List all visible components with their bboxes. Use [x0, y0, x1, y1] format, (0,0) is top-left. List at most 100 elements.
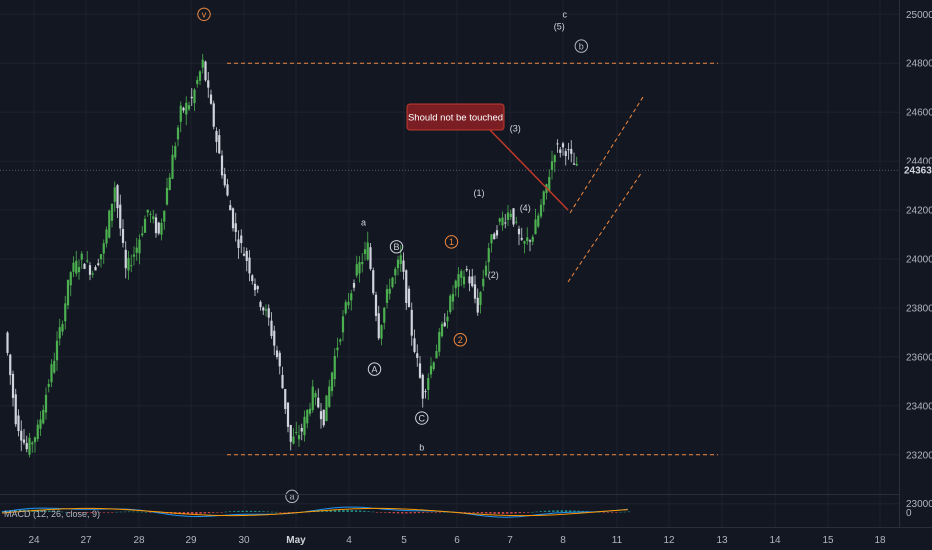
time-tick-label: 29 [185, 535, 197, 546]
candle-body [209, 94, 213, 104]
wave-label-circle [453, 333, 467, 347]
macd-histogram-bar [258, 511, 261, 512]
candle-body [506, 212, 510, 220]
macd-histogram-bar [44, 510, 47, 512]
macd-histogram-bar [111, 512, 114, 513]
candle-body [259, 301, 262, 308]
candle-body [237, 239, 240, 248]
macd-histogram-bar [81, 512, 85, 513]
candle-body [146, 209, 149, 213]
candle-body [394, 268, 397, 276]
callout-box [406, 103, 505, 131]
candle-body [435, 351, 438, 359]
candle-body [416, 353, 419, 358]
price-tick-label: 23000 [906, 499, 932, 510]
macd-histogram-bar [426, 512, 429, 513]
macd-histogram-bar [220, 512, 223, 513]
macd-histogram-bar [60, 511, 64, 513]
candle-body [567, 149, 570, 151]
macd-histogram-bar [497, 512, 500, 514]
candle-body [110, 203, 114, 221]
candle-body [570, 149, 573, 154]
candle-body [440, 323, 444, 337]
candle-body [105, 229, 108, 244]
price-axis[interactable]: 23000 23200 23400 23600 23800 24000 24200 24400… [906, 10, 932, 519]
time-tick-label: 30 [238, 535, 250, 546]
time-tick-label: 11 [612, 535, 623, 546]
candle-body [498, 218, 501, 222]
callout-text: Should not be touched [408, 113, 503, 124]
macd-histogram-bar [291, 512, 295, 513]
macd-histogram-bar [552, 510, 555, 512]
macd-histogram-bar [405, 512, 408, 514]
channel-upper [569, 96, 644, 214]
macd-histogram-bar [203, 512, 206, 514]
candle-body [229, 205, 232, 211]
candle-body [402, 260, 405, 272]
candle-body [350, 293, 353, 301]
candle-body [460, 271, 463, 278]
candle-body [512, 208, 515, 225]
candle-body [275, 350, 279, 357]
time-axis[interactable]: 24 27 28 29 30 May 4 5 6 7 8 11 12 13 14 15 18 [28, 535, 886, 546]
candle-body [405, 270, 408, 303]
candle-body [311, 386, 314, 411]
candle-body [267, 308, 270, 318]
candle-body [451, 293, 455, 302]
macd-histogram-bar [245, 510, 248, 512]
macd-histogram-bar [569, 510, 572, 512]
candle-body [256, 286, 259, 290]
candle-body [396, 259, 400, 269]
candle-body [174, 146, 177, 158]
candle-body [108, 210, 111, 238]
macd-histogram-bar [438, 512, 442, 513]
candle-body [548, 176, 551, 191]
macd-histogram-bar [241, 510, 244, 512]
candle-body [476, 297, 479, 313]
macd-histogram-bar [472, 512, 475, 513]
macd-histogram-bar [396, 512, 400, 514]
macd-histogram-bar [149, 512, 152, 513]
candle-body [418, 363, 422, 378]
macd-histogram-bar [459, 512, 463, 513]
time-tick-label: 27 [80, 535, 92, 546]
candle-body [11, 373, 15, 398]
wave-label: b [419, 443, 424, 453]
candle-body [141, 233, 144, 236]
macd-histogram-bar [615, 512, 618, 513]
price-tick-label: 24600 [906, 108, 932, 119]
candle-body [72, 262, 75, 272]
price-tick-label: 23400 [906, 401, 932, 412]
macd-histogram-bar [212, 512, 215, 513]
macd-histogram-bar [18, 509, 22, 512]
candle-body [564, 151, 567, 156]
candle-body [149, 213, 152, 215]
macd-histogram-bar [598, 511, 601, 513]
candle-body [495, 230, 499, 236]
macd-histogram-bar [606, 512, 610, 513]
macd-histogram-bar [73, 512, 76, 513]
candle-body [457, 274, 460, 287]
candle-body [413, 338, 416, 352]
candle-body [44, 394, 48, 413]
candle-body [383, 307, 386, 323]
candle-body [325, 395, 328, 422]
candle-body [363, 249, 367, 255]
macd-histogram-bar [333, 510, 337, 512]
macd-histogram-bar [489, 512, 492, 514]
macd-histogram-bar [535, 511, 538, 513]
time-tick-label: 12 [663, 535, 675, 546]
candle-body [539, 204, 543, 217]
candle-body [127, 257, 130, 271]
time-tick-label: 14 [769, 535, 781, 546]
time-tick-label: 6 [454, 535, 460, 546]
macd-histogram-bar [338, 509, 341, 512]
macd-histogram-bar [325, 510, 328, 512]
macd-histogram-bar [35, 509, 38, 512]
candle-body [517, 228, 521, 235]
candle-body [75, 260, 78, 274]
candle-body [226, 184, 229, 196]
candle-body [66, 279, 70, 306]
macd-histogram-bar [443, 511, 446, 513]
